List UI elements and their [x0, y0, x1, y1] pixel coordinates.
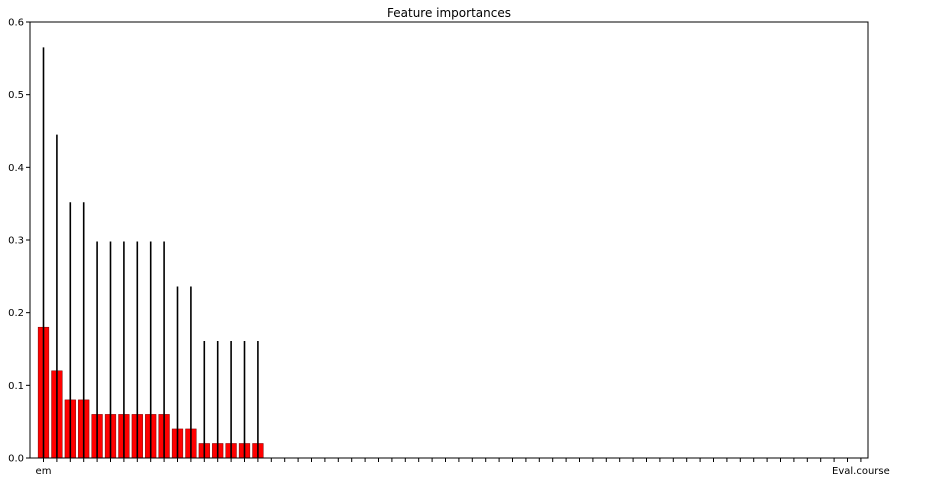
- y-tick-label: 0.4: [8, 163, 24, 174]
- y-axis: 0.0 0.1 0.2 0.3 0.4 0.5 0.6: [8, 18, 30, 465]
- y-tick-label: 0.3: [8, 236, 24, 247]
- error-bars-layer: [42, 47, 259, 458]
- y-tick-label: 0.1: [8, 381, 24, 392]
- y-tick-label: 0.2: [8, 308, 24, 319]
- chart-title: Feature importances: [387, 6, 511, 20]
- y-tick-label: 0.6: [8, 18, 24, 29]
- x-axis: em Eval.course: [36, 458, 890, 477]
- x-tick-label-last: Eval.course: [832, 466, 890, 477]
- y-tick-label: 0.5: [8, 90, 24, 101]
- x-tick-label-first: em: [36, 466, 52, 477]
- plot-frame: [29, 21, 869, 459]
- y-tick-label: 0.0: [8, 454, 24, 465]
